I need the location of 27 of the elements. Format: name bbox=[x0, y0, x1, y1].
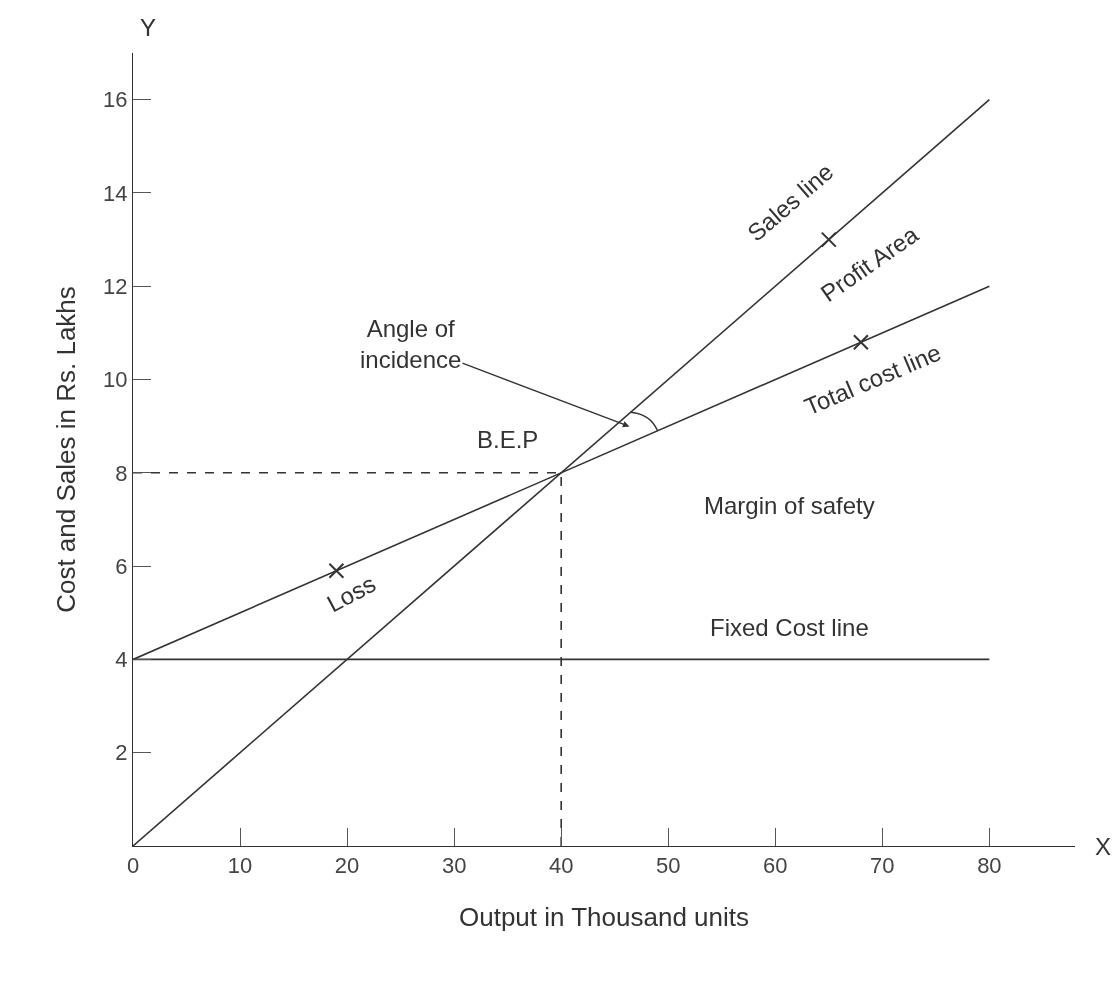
x-tick-label: 60 bbox=[763, 853, 788, 879]
y-axis-title: Cost and Sales in Rs. Lakhs bbox=[50, 286, 81, 613]
x-tick-label: 40 bbox=[548, 853, 574, 879]
y-tick-label: 10 bbox=[103, 367, 128, 393]
x-tick-label: 30 bbox=[441, 853, 467, 879]
x-tick-label: 0 bbox=[126, 853, 140, 879]
annotation: Fixed Cost line bbox=[710, 614, 869, 641]
x-tick-label: 20 bbox=[334, 853, 360, 879]
annotation: Loss bbox=[322, 569, 380, 618]
x-axis-title: Output in Thousand units bbox=[458, 902, 750, 933]
annotation: Total cost line bbox=[800, 338, 945, 421]
x-tick-label: 70 bbox=[870, 853, 895, 879]
y-tick-label: 2 bbox=[115, 740, 128, 766]
y-tick-label: 14 bbox=[103, 180, 128, 206]
y-tick-label: 16 bbox=[103, 87, 128, 113]
text: X bbox=[1095, 833, 1112, 860]
y-tick-label: 12 bbox=[103, 273, 128, 299]
y-tick-label: 8 bbox=[115, 460, 128, 486]
text: Y bbox=[140, 14, 157, 41]
y-tick-label: 6 bbox=[115, 553, 128, 579]
x-tick-label: 80 bbox=[977, 853, 1002, 879]
annotation: B.E.P bbox=[477, 426, 539, 453]
x-tick-label: 50 bbox=[655, 853, 681, 879]
y-tick-label: 4 bbox=[115, 647, 128, 673]
annotation: Angle of incidence bbox=[360, 315, 462, 374]
annotation: Margin of safety bbox=[704, 492, 875, 519]
x-tick-label: 10 bbox=[227, 853, 253, 879]
